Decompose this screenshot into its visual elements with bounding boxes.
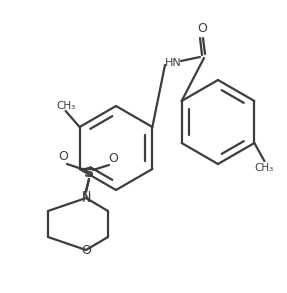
Text: O: O <box>197 23 207 35</box>
Text: CH₃: CH₃ <box>56 101 75 111</box>
Text: N: N <box>81 192 91 205</box>
Text: O: O <box>81 243 91 256</box>
Text: O: O <box>108 151 118 164</box>
Text: S: S <box>84 166 94 180</box>
Text: O: O <box>58 151 68 163</box>
Text: HN: HN <box>165 58 181 68</box>
Text: CH₃: CH₃ <box>255 163 274 173</box>
Text: N: N <box>81 190 91 202</box>
